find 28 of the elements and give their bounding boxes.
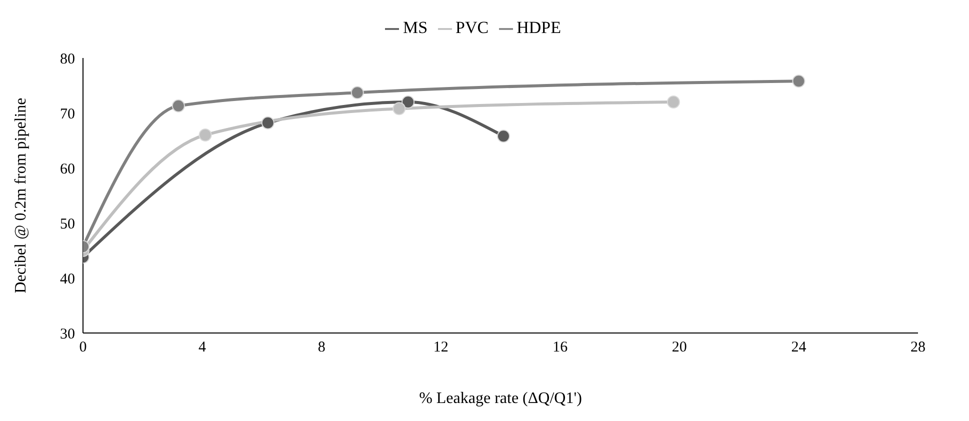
point — [392, 102, 406, 116]
y-tick-label: 70 — [60, 106, 75, 122]
point — [402, 96, 415, 108]
x-tick-label: 20 — [672, 340, 687, 356]
x-tick-label: 16 — [552, 340, 568, 356]
point — [792, 74, 806, 88]
y-axis-title: Decibel @ 0.2m from pipeline — [12, 98, 30, 294]
x-axis-title: % Leakage rate (ΔQ/Q1') — [419, 390, 582, 407]
x-tick-label: 12 — [433, 340, 448, 356]
y-tick-label: 50 — [60, 216, 75, 232]
x-tick-label: 4 — [198, 340, 207, 356]
point — [350, 86, 364, 100]
x-tick-label: 8 — [318, 340, 326, 356]
y-tick-label: 60 — [60, 161, 75, 178]
y-tick-label: 40 — [60, 271, 75, 288]
x-tick-label: 24 — [791, 340, 807, 356]
legend-label: HDPE — [516, 18, 562, 37]
legend-label: PVC — [456, 18, 489, 37]
y-tick-label: 80 — [60, 51, 75, 68]
point — [666, 96, 680, 108]
point — [198, 128, 212, 142]
point — [496, 130, 510, 143]
x-tick-label: 28 — [910, 340, 926, 356]
point — [261, 116, 274, 130]
legend-label: MS — [402, 18, 428, 37]
point — [172, 99, 185, 112]
y-tick-label: 30 — [60, 326, 75, 342]
x-tick-label: 0 — [79, 340, 87, 356]
